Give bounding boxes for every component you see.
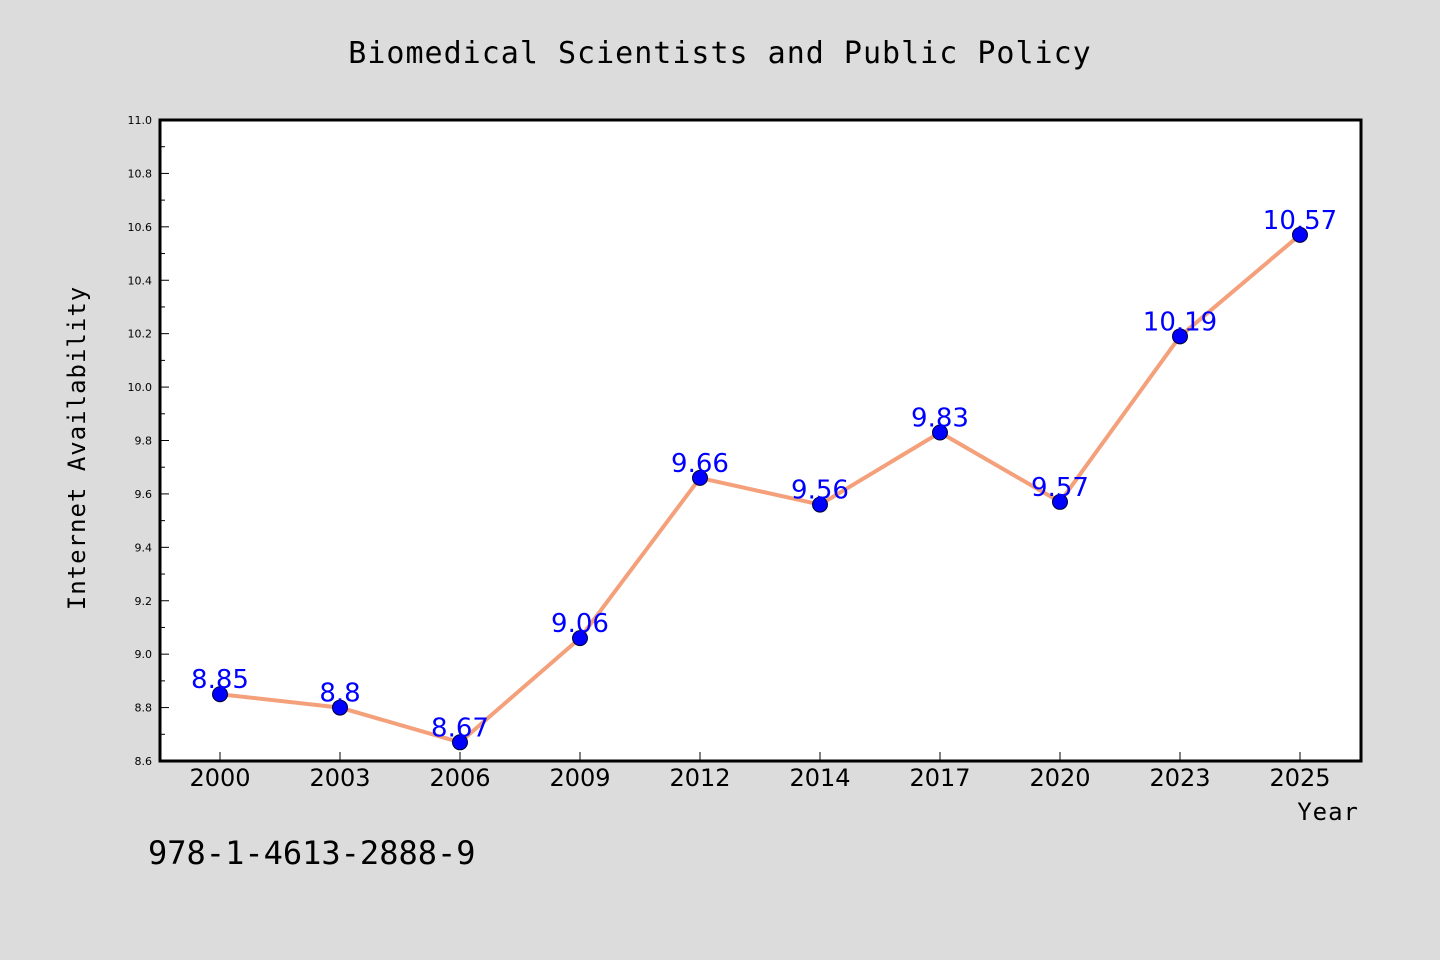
data-point <box>332 699 348 716</box>
x-tick-label: 2023 <box>1149 764 1210 792</box>
y-tick-label: 9.6 <box>135 488 153 501</box>
data-label: 8.85 <box>191 665 249 695</box>
x-tick-label: 2014 <box>789 764 850 792</box>
x-axis: 2000 2003 2006 2009 2012 2014 2017 2020 2023 2025 <box>189 752 1331 792</box>
x-tick-label: 2017 <box>909 764 970 792</box>
data-point <box>1052 493 1068 510</box>
y-tick-label: 9.4 <box>135 541 153 554</box>
series-line <box>219 233 1302 745</box>
x-tick-label: 2003 <box>309 764 370 792</box>
data-label: 9.66 <box>671 449 729 479</box>
x-tick-label: 2009 <box>549 764 610 792</box>
y-tick-label: 10.2 <box>128 328 153 341</box>
x-tick-label: 2006 <box>429 764 490 792</box>
data-point <box>812 496 828 513</box>
x-axis-label: Year <box>1297 798 1359 826</box>
y-tick-label: 9.0 <box>135 648 153 661</box>
y-tick-label: 10.0 <box>128 381 153 394</box>
y-tick-label: 8.6 <box>135 755 153 768</box>
data-point <box>212 686 228 703</box>
plot-area <box>158 118 1363 763</box>
x-tick-label: 2025 <box>1269 764 1330 792</box>
data-point <box>1172 328 1188 345</box>
y-tick-label: 10.6 <box>128 221 153 234</box>
data-label: 9.06 <box>551 609 609 639</box>
x-tick-label: 2000 <box>189 764 250 792</box>
isbn-annotation: 978-1-4613-2888-9 <box>148 834 476 872</box>
data-label: 10.57 <box>1263 206 1337 236</box>
y-tick-label: 9.8 <box>135 435 153 448</box>
y-tick-label: 8.8 <box>135 702 153 715</box>
data-labels: 8.85 8.8 8.67 9.06 9.66 9.56 9.83 9.57 10.19 10.5… <box>191 206 1337 743</box>
y-axis-label: Internet Availability <box>63 286 91 610</box>
y-tick-label: 11.0 <box>128 114 153 127</box>
data-label: 9.57 <box>1031 473 1089 503</box>
data-point <box>1292 226 1308 243</box>
data-label: 8.67 <box>431 713 489 743</box>
data-point <box>692 469 708 486</box>
y-tick-label: 9.2 <box>135 595 153 608</box>
data-label: 9.56 <box>791 476 849 506</box>
chart-title: Biomedical Scientists and Public Policy <box>348 36 1091 71</box>
y-tick-label: 10.8 <box>128 167 153 180</box>
data-label: 10.19 <box>1143 307 1217 337</box>
y-axis: 8.6 8.8 9.0 9.2 9.4 9.6 9.8 10.0 10.2 10.4 10.6 10.… <box>128 114 169 768</box>
data-label: 9.83 <box>911 403 969 433</box>
x-tick-label: 2020 <box>1029 764 1090 792</box>
x-tick-label: 2012 <box>669 764 730 792</box>
data-point <box>932 424 948 441</box>
data-point <box>452 734 468 751</box>
data-point <box>572 630 588 647</box>
y-tick-label: 10.4 <box>128 274 153 287</box>
data-label: 8.8 <box>319 679 360 709</box>
data-markers <box>212 226 1308 751</box>
